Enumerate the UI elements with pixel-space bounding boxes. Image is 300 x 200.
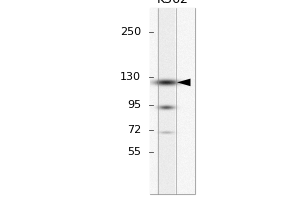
- Text: 95: 95: [127, 100, 141, 110]
- Text: 72: 72: [127, 125, 141, 135]
- Text: K562: K562: [157, 0, 188, 6]
- Bar: [150, 8, 195, 194]
- Text: 55: 55: [127, 147, 141, 157]
- Polygon shape: [177, 79, 190, 86]
- Text: 250: 250: [120, 27, 141, 37]
- Text: 130: 130: [120, 72, 141, 82]
